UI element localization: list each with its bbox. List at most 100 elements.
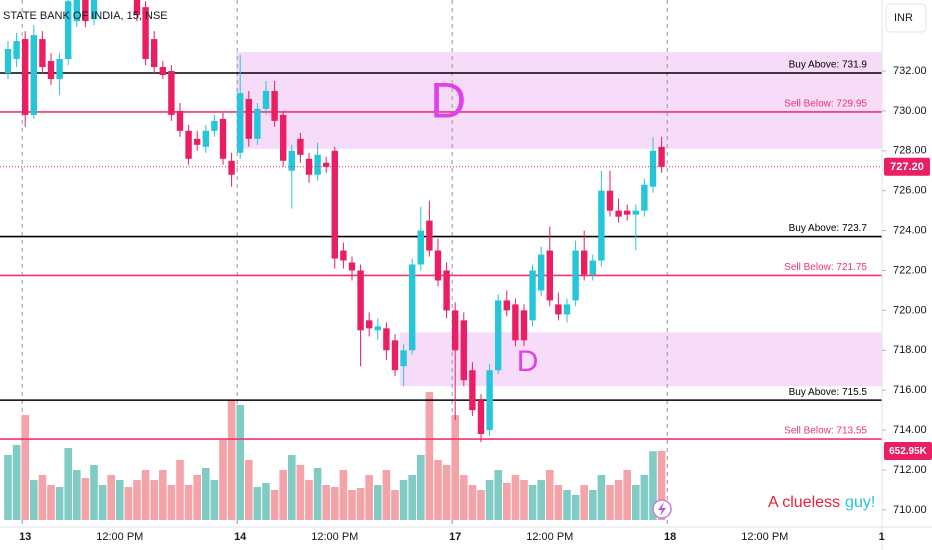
candle-body (159, 67, 166, 76)
y-tick-label: 710.00 (893, 504, 927, 516)
candle-body (383, 328, 390, 351)
candle-body (357, 270, 364, 331)
candle-body (615, 210, 622, 217)
candle-body (434, 250, 442, 281)
annotation-part: A clueless (768, 494, 840, 511)
volume-bar (313, 468, 322, 520)
volume-bar (287, 455, 296, 520)
y-tick-label: 724.00 (893, 224, 927, 236)
last-volume-label: 652.95K (889, 446, 928, 457)
candle-body (460, 320, 467, 381)
x-tick-label: 1 (879, 531, 885, 543)
volume-bar (167, 485, 176, 520)
volume-bar (38, 474, 47, 520)
volume-bar (158, 470, 167, 520)
candle-body (297, 138, 304, 155)
candle-body (4, 49, 12, 74)
volume-bar (124, 487, 133, 520)
candle-body (73, 0, 80, 22)
volume-bar (270, 489, 279, 520)
candle-body (408, 264, 416, 351)
candle-body (39, 39, 46, 68)
candle-body (537, 254, 545, 291)
last-price-badge (884, 157, 930, 176)
candle-body (520, 310, 528, 341)
candle-body (254, 108, 261, 139)
volume-bar (502, 483, 511, 520)
volume-bar (141, 470, 150, 520)
volume-bar (382, 470, 391, 520)
level-label: Buy Above: 715.5 (789, 387, 868, 398)
currency-box[interactable] (885, 3, 927, 33)
volume-bar (262, 483, 270, 520)
volume-bar (545, 470, 554, 520)
candle-body (168, 71, 175, 115)
candle-body (555, 304, 562, 315)
candle-body (512, 304, 519, 341)
candle-body (400, 350, 407, 367)
volume-bar (12, 444, 21, 520)
y-tick-label: 712.00 (893, 464, 927, 476)
volume-bar (657, 450, 666, 520)
volume-bar (348, 489, 356, 520)
currency-label[interactable]: INR (894, 12, 913, 24)
volume-bar (554, 485, 563, 520)
candle-body (305, 158, 313, 175)
candle-body (477, 400, 485, 435)
volume-bar (459, 474, 468, 520)
x-tick-label: 17 (449, 531, 461, 543)
candle-body (580, 250, 588, 275)
volume-bar (107, 474, 115, 520)
volume-bar (356, 487, 365, 520)
volume-bar (425, 392, 434, 520)
volume-bar (219, 439, 227, 520)
volume-bar (253, 487, 262, 520)
volume-bar (408, 474, 416, 520)
candle-body (314, 154, 321, 175)
candle-body (150, 39, 158, 68)
volume-bar (98, 485, 107, 520)
volume-bar (416, 455, 425, 520)
candle-body (348, 262, 356, 271)
candle-body (486, 370, 493, 431)
candle-body (598, 190, 605, 261)
volume-bar (373, 485, 382, 520)
volume-bar (571, 494, 580, 520)
y-tick-label: 720.00 (893, 304, 927, 316)
candle-body (236, 92, 244, 153)
volume-bar (649, 451, 657, 520)
candle-body (331, 150, 338, 259)
candle-body (133, 0, 141, 16)
candle-body (202, 130, 209, 147)
volume-bar (81, 478, 90, 520)
volume-bar (451, 415, 459, 520)
volume-bar (184, 485, 193, 520)
candle-body (211, 120, 218, 131)
candle-body (451, 310, 459, 351)
candle-body (30, 35, 37, 115)
candle-body (90, 0, 98, 20)
volume-bar (64, 448, 72, 520)
volume-bar (227, 400, 236, 520)
zone (236, 52, 882, 149)
candle-body (658, 146, 665, 167)
volume-bar (520, 480, 528, 520)
volume-bar (623, 470, 631, 520)
volume-bar (606, 485, 614, 520)
annotation: A clueless guy! (768, 494, 875, 511)
volume-bar (133, 480, 141, 520)
candle-body (606, 190, 614, 211)
volume-bar (339, 470, 348, 520)
chart-title: STATE BANK OF INDIA, 15, NSE (3, 10, 168, 22)
x-tick-label: 12:00 PM (311, 531, 358, 543)
candle-body (572, 250, 579, 301)
level-label: Sell Below: 721.75 (784, 262, 867, 273)
candle-body (64, 1, 72, 60)
y-tick-label: 728.00 (893, 145, 927, 157)
volume-bar (588, 489, 597, 520)
x-tick-label: 12:00 PM (526, 531, 573, 543)
volume-bar (631, 485, 640, 520)
volume-bar (150, 480, 158, 520)
volume-bar (176, 459, 184, 520)
